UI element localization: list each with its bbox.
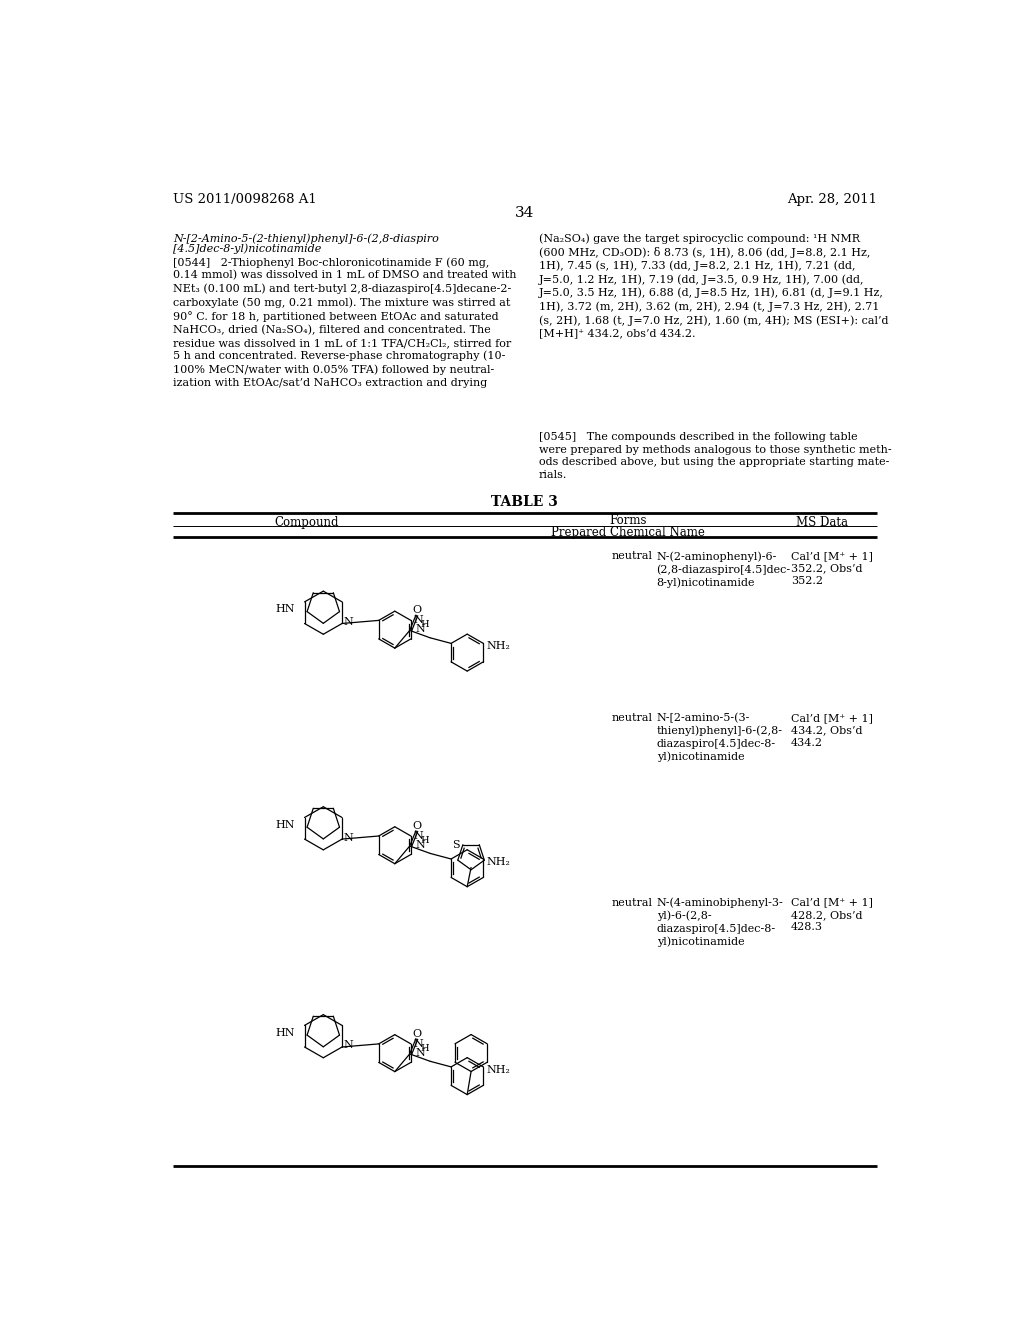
Text: O: O: [412, 821, 421, 832]
Text: US 2011/0098268 A1: US 2011/0098268 A1: [173, 193, 316, 206]
Text: MS Data: MS Data: [796, 516, 848, 529]
Text: Cal’d [M⁺ + 1]
428.2, Obs’d
428.3: Cal’d [M⁺ + 1] 428.2, Obs’d 428.3: [791, 898, 872, 932]
Text: [0545]   The compounds described in the following table
were prepared by methods: [0545] The compounds described in the fo…: [539, 432, 891, 480]
Text: Forms: Forms: [609, 515, 646, 527]
Text: H: H: [420, 1044, 429, 1053]
Text: [0544]   2-Thiophenyl Boc-chloronicotinamide F (60 mg,
0.14 mmol) was dissolved : [0544] 2-Thiophenyl Boc-chloronicotinami…: [173, 257, 516, 388]
Text: N: N: [415, 840, 425, 850]
Text: [4.5]dec-8-yl)nicotinamide: [4.5]dec-8-yl)nicotinamide: [173, 243, 322, 253]
Text: S: S: [453, 840, 460, 850]
Text: neutral: neutral: [611, 713, 652, 723]
Text: HN: HN: [275, 820, 295, 830]
Text: N: N: [344, 616, 353, 627]
Text: N-[2-amino-5-(3-
thienyl)phenyl]-6-(2,8-
diazaspiro[4.5]dec-8-
yl)nicotinamide: N-[2-amino-5-(3- thienyl)phenyl]-6-(2,8-…: [656, 713, 782, 762]
Text: N: N: [414, 615, 423, 626]
Text: Compound: Compound: [274, 516, 339, 529]
Text: NH₂: NH₂: [486, 857, 510, 867]
Text: neutral: neutral: [611, 898, 652, 908]
Text: Cal’d [M⁺ + 1]
434.2, Obs’d
434.2: Cal’d [M⁺ + 1] 434.2, Obs’d 434.2: [791, 713, 872, 747]
Text: Cal’d [M⁺ + 1]
352.2, Obs’d
352.2: Cal’d [M⁺ + 1] 352.2, Obs’d 352.2: [791, 552, 872, 586]
Text: N: N: [344, 1040, 353, 1051]
Text: N: N: [415, 1048, 425, 1059]
Text: H: H: [420, 836, 429, 845]
Text: N-(2-aminophenyl)-6-
(2,8-diazaspiro[4.5]dec-
8-yl)nicotinamide: N-(2-aminophenyl)-6- (2,8-diazaspiro[4.5…: [656, 552, 791, 587]
Text: N: N: [415, 624, 425, 635]
Text: NH₂: NH₂: [486, 642, 510, 652]
Text: N: N: [414, 1039, 423, 1049]
Text: N-(4-aminobiphenyl-3-
yl)-6-(2,8-
diazaspiro[4.5]dec-8-
yl)nicotinamide: N-(4-aminobiphenyl-3- yl)-6-(2,8- diazas…: [656, 898, 783, 946]
Text: H: H: [420, 620, 429, 630]
Text: Apr. 28, 2011: Apr. 28, 2011: [786, 193, 877, 206]
Text: TABLE 3: TABLE 3: [492, 495, 558, 510]
Text: O: O: [412, 1028, 421, 1039]
Text: N: N: [344, 833, 353, 842]
Text: Prepared Chemical Name: Prepared Chemical Name: [551, 525, 705, 539]
Text: NH₂: NH₂: [486, 1065, 510, 1074]
Text: (Na₂SO₄) gave the target spirocyclic compound: ¹H NMR
(600 MHz, CD₃OD): δ 8.73 (: (Na₂SO₄) gave the target spirocyclic com…: [539, 234, 888, 338]
Text: HN: HN: [275, 1028, 295, 1038]
Text: neutral: neutral: [611, 552, 652, 561]
Text: N: N: [414, 832, 423, 841]
Text: HN: HN: [275, 605, 295, 615]
Text: O: O: [412, 606, 421, 615]
Text: 34: 34: [515, 206, 535, 220]
Text: N-[2-Amino-5-(2-thienyl)phenyl]-6-(2,8-diaspiro: N-[2-Amino-5-(2-thienyl)phenyl]-6-(2,8-d…: [173, 234, 439, 244]
